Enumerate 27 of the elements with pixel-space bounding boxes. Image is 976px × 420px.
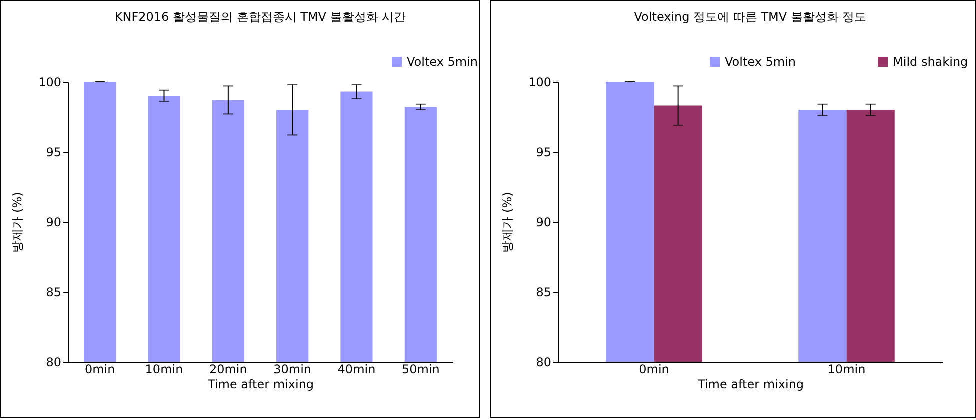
legend-label: Voltex 5min bbox=[725, 55, 796, 69]
x-tick-label: 0min bbox=[84, 362, 116, 376]
chart-title: KNF2016 활성물질의 혼합접종시 TMV 불활성화 시간 bbox=[114, 10, 406, 24]
y-tick-label: 90 bbox=[536, 216, 552, 230]
y-tick-label: 100 bbox=[528, 76, 552, 90]
x-tick-label: 10min bbox=[145, 362, 184, 376]
y-axis-title: 방제가 (%) bbox=[10, 192, 25, 253]
legend-label: Voltex 5min bbox=[407, 55, 478, 69]
x-tick-label: 10min bbox=[828, 362, 866, 376]
y-tick-label: 90 bbox=[46, 216, 62, 230]
x-tick-label: 0min bbox=[639, 362, 670, 376]
y-tick-label: 80 bbox=[536, 356, 552, 370]
chart-title: Voltexing 정도에 따른 TMV 불활성화 정도 bbox=[634, 10, 867, 24]
y-tick-label: 80 bbox=[46, 356, 62, 370]
y-axis-title: 방제가 (%) bbox=[500, 192, 515, 253]
y-tick-label: 95 bbox=[46, 146, 62, 160]
legend-label: Mild shaking bbox=[893, 55, 968, 69]
x-tick-label: 50min bbox=[402, 362, 440, 376]
x-tick-label: 30min bbox=[274, 362, 312, 376]
y-tick-label: 85 bbox=[46, 286, 62, 300]
y-tick-label: 85 bbox=[536, 286, 552, 300]
x-tick-label: 20min bbox=[209, 362, 248, 376]
x-axis-title: Time after mixing bbox=[696, 378, 804, 392]
y-tick-label: 95 bbox=[536, 146, 552, 160]
x-tick-label: 40min bbox=[338, 362, 376, 376]
y-tick-label: 100 bbox=[38, 76, 62, 90]
x-axis-title: Time after mixing bbox=[206, 378, 314, 392]
